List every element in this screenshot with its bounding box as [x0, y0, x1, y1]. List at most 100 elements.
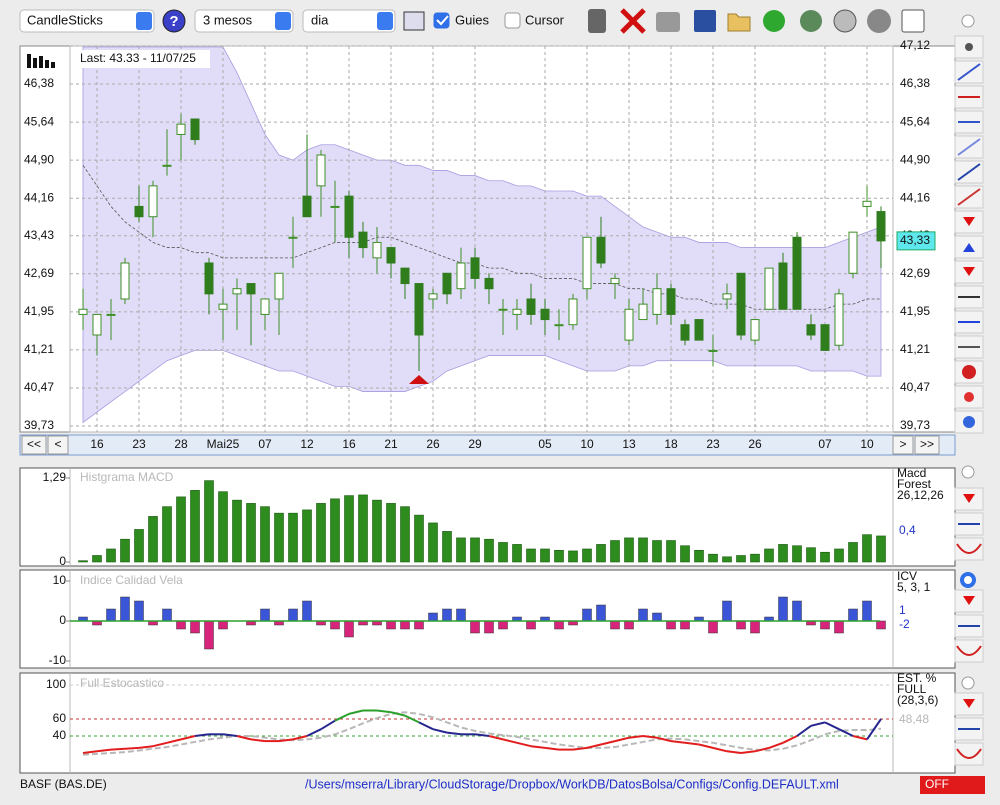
glyph [964, 392, 974, 402]
band-middle [82, 165, 881, 310]
radio[interactable] [961, 14, 975, 28]
bar [470, 620, 480, 634]
candle-body [442, 272, 452, 295]
save-button[interactable] [694, 10, 716, 32]
chart-type-select[interactable] [19, 9, 155, 33]
calendar-button[interactable] [403, 11, 425, 31]
glyph [963, 243, 975, 252]
bar [190, 620, 200, 634]
bar [778, 544, 788, 563]
glyph [957, 163, 981, 181]
nav-prev[interactable] [47, 435, 69, 455]
stoch-k-segment [768, 741, 784, 749]
candle-body [680, 324, 690, 341]
bar [386, 503, 396, 563]
settings-button[interactable] [867, 9, 891, 33]
side-button[interactable] [954, 537, 984, 561]
radio[interactable] [961, 465, 975, 479]
macd-value: 0,4 [899, 523, 916, 537]
y-tick-label: 45,64 [24, 114, 54, 128]
radio[interactable] [960, 572, 976, 588]
stoch-k-segment [684, 741, 700, 746]
bar [134, 600, 144, 622]
candle-body [260, 298, 270, 315]
candle-body [316, 154, 326, 187]
y-tick-label-right: 40,47 [900, 380, 930, 394]
stoch-k-segment [250, 738, 266, 743]
bar [316, 503, 326, 563]
bar [554, 549, 564, 563]
side-button[interactable] [954, 639, 984, 663]
stoch-k-segment [474, 733, 490, 737]
nav-prev-label: < [54, 437, 61, 451]
y-tick-label-right: 41,95 [900, 304, 930, 318]
interval-select[interactable] [302, 9, 396, 33]
cursor-checkbox[interactable] [504, 12, 521, 29]
trash-button[interactable] [588, 9, 606, 33]
tool-button[interactable] [656, 12, 680, 32]
open-button[interactable] [727, 13, 751, 32]
calendar-day-button[interactable] [901, 9, 925, 33]
candle-body [288, 236, 298, 239]
candle-body [120, 262, 130, 300]
macd-params: 26,12,26 [897, 488, 944, 502]
cursor-label: Cursor [525, 12, 565, 27]
candle-body [176, 123, 186, 135]
mode-indicator[interactable] [920, 776, 985, 794]
bar [400, 506, 410, 563]
icv-bar-value: -2 [899, 617, 910, 631]
candle-body [456, 262, 466, 290]
help-button[interactable] [162, 9, 186, 33]
x-tick-label: 18 [664, 437, 678, 451]
bar [204, 620, 214, 650]
nav-last[interactable] [914, 435, 940, 455]
stoch-k-segment [838, 728, 854, 737]
bar [78, 560, 88, 563]
delete-button[interactable] [620, 8, 646, 34]
config-path[interactable]: /Users/mserra/Library/CloudStorage/Dropb… [305, 777, 839, 791]
candle-body [358, 231, 368, 249]
bar [876, 535, 886, 563]
bar [442, 608, 452, 622]
bar [708, 553, 718, 563]
y-tick-label: 60 [53, 711, 67, 725]
candle-body [764, 267, 774, 310]
glyph [956, 748, 982, 759]
bar [456, 537, 466, 563]
candle-body [778, 262, 788, 310]
nav-next[interactable] [892, 435, 914, 455]
glyph [957, 63, 981, 81]
stoch-k-segment [810, 721, 826, 727]
bar [792, 545, 802, 563]
candle-body [302, 195, 312, 218]
stoch-k-segment [614, 736, 630, 743]
refresh-button[interactable] [763, 10, 785, 32]
nav-first[interactable] [21, 435, 47, 455]
sync-button[interactable] [800, 10, 822, 32]
stoch-k-segment [96, 748, 112, 753]
glyph [957, 138, 981, 156]
check-mark [436, 15, 449, 26]
currency-button[interactable] [833, 9, 857, 33]
x-tick-label: 28 [174, 437, 188, 451]
guides-checkbox[interactable] [433, 12, 450, 29]
period-select[interactable] [194, 9, 294, 33]
stoch-k-segment [236, 735, 252, 741]
candle-body [232, 288, 242, 295]
bar [582, 548, 592, 563]
radio[interactable] [961, 676, 975, 690]
stoch-k-segment [530, 745, 546, 749]
side-button[interactable] [954, 742, 984, 766]
candle-body [568, 298, 578, 326]
x-tick-label: 26 [426, 437, 440, 451]
stoch-k-segment [222, 733, 238, 737]
bar [554, 620, 564, 630]
macd-subtitle: Forest [897, 477, 932, 491]
y-tick-label-right: 47,12 [900, 38, 930, 52]
glyph [956, 645, 982, 656]
bar [638, 608, 648, 622]
mode-label: OFF [925, 777, 949, 791]
x-tick-label: Mai25 [207, 437, 240, 451]
